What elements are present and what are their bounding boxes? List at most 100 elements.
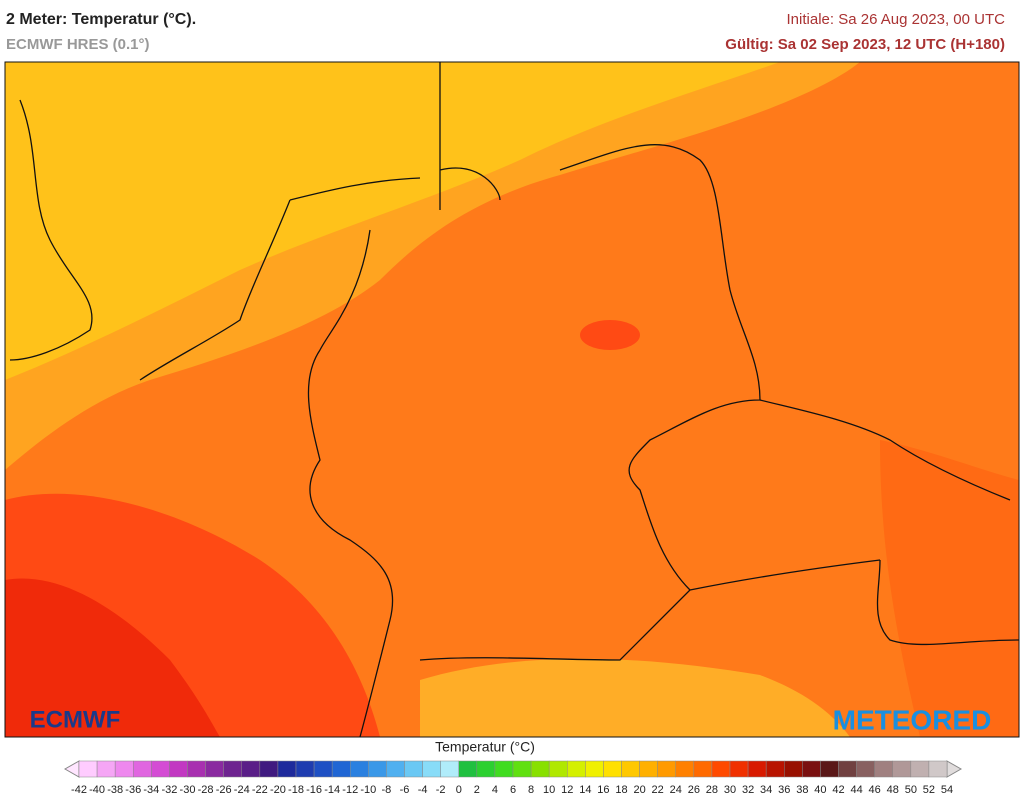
legend-label: 40 xyxy=(814,784,826,796)
legend-swatch xyxy=(765,760,785,778)
legend-label: 38 xyxy=(796,784,808,796)
legend-swatch xyxy=(169,760,188,778)
legend-swatch xyxy=(241,760,261,778)
legend-swatch xyxy=(856,760,875,778)
legend-swatch xyxy=(711,760,731,778)
legend-swatch xyxy=(313,760,333,778)
legend-label: -42 xyxy=(71,784,87,796)
legend-swatch xyxy=(548,760,568,778)
legend-label: -12 xyxy=(342,784,358,796)
legend-label: -36 xyxy=(125,784,141,796)
legend-swatch xyxy=(151,760,170,778)
legend-title: Temperatur (°C) xyxy=(435,739,535,755)
legend-label: 6 xyxy=(510,784,516,796)
legend-swatch xyxy=(621,760,640,778)
legend-swatch xyxy=(530,760,550,778)
title: 2 Meter: Temperatur (°C). xyxy=(6,11,196,28)
legend-swatch xyxy=(187,760,206,778)
legend-arrow-right xyxy=(946,760,963,778)
legend-label: -26 xyxy=(216,784,232,796)
legend-swatch xyxy=(693,760,713,778)
legend-swatch xyxy=(784,760,803,778)
legend-swatch xyxy=(476,760,496,778)
legend-swatch xyxy=(494,760,514,778)
legend-swatch xyxy=(114,760,134,778)
legend-label: 30 xyxy=(724,784,736,796)
legend-label: 54 xyxy=(941,784,953,796)
legend-label: 48 xyxy=(887,784,899,796)
legend-swatch xyxy=(295,760,315,778)
legend-label: 20 xyxy=(633,784,645,796)
legend-label: 18 xyxy=(615,784,627,796)
legend-swatch xyxy=(603,760,622,778)
legend-swatch xyxy=(747,760,767,778)
legend-swatch xyxy=(910,760,930,778)
legend-swatch xyxy=(404,760,423,778)
legend-label: -16 xyxy=(306,784,322,796)
legend-label: 4 xyxy=(492,784,498,796)
legend-swatch xyxy=(386,760,405,778)
legend-label: -30 xyxy=(180,784,196,796)
legend-label: 8 xyxy=(528,784,534,796)
legend-swatch xyxy=(440,760,459,778)
legend-label: 22 xyxy=(652,784,664,796)
legend-label: -38 xyxy=(107,784,123,796)
legend-arrow-left xyxy=(63,760,80,778)
legend-swatch xyxy=(675,760,695,778)
legend-label: -14 xyxy=(324,784,340,796)
legend-label: -10 xyxy=(360,784,376,796)
legend-swatch xyxy=(350,760,369,778)
legend-swatch xyxy=(585,760,604,778)
legend-label: 36 xyxy=(778,784,790,796)
legend-swatch xyxy=(657,760,677,778)
legend-label: 10 xyxy=(543,784,555,796)
legend-label: -28 xyxy=(198,784,214,796)
legend-label: -22 xyxy=(252,784,268,796)
legend-label: 34 xyxy=(760,784,772,796)
valid-time: Gültig: Sa 02 Sep 2023, 12 UTC (H+180) xyxy=(725,36,1005,53)
legend-swatch xyxy=(78,760,98,778)
legend-label: 14 xyxy=(579,784,591,796)
legend: -42 -40 -38 -36 -34 -32 -30 -28 -26 -24 -22 -20 -18-… xyxy=(63,760,963,796)
legend-swatch xyxy=(838,760,857,778)
legend-label: 16 xyxy=(597,784,609,796)
legend-label: 12 xyxy=(561,784,573,796)
legend-swatch xyxy=(133,760,152,778)
legend-label: 46 xyxy=(869,784,881,796)
legend-swatch xyxy=(368,760,387,778)
legend-swatch xyxy=(928,760,948,778)
ecmwf-logo: ECMWF xyxy=(30,706,121,733)
legend-label: -32 xyxy=(161,784,177,796)
legend-label: -2 xyxy=(436,784,446,796)
legend-swatch xyxy=(512,760,532,778)
legend-swatch xyxy=(874,760,894,778)
legend-label: 44 xyxy=(850,784,862,796)
legend-label: 24 xyxy=(670,784,682,796)
legend-swatch xyxy=(892,760,912,778)
legend-label: -20 xyxy=(270,784,286,796)
meteored-logo: METEORED xyxy=(833,704,992,735)
legend-swatch xyxy=(259,760,279,778)
legend-swatch xyxy=(639,760,658,778)
legend-label: -6 xyxy=(400,784,410,796)
initial-time: Initiale: Sa 26 Aug 2023, 00 UTC xyxy=(787,11,1006,28)
legend-swatch xyxy=(458,760,478,778)
legend-swatch xyxy=(205,760,224,778)
legend-label: 52 xyxy=(923,784,935,796)
map xyxy=(4,61,1020,738)
legend-label: -8 xyxy=(382,784,392,796)
legend-swatch xyxy=(96,760,116,778)
legend-label: 0 xyxy=(456,784,462,796)
legend-swatch xyxy=(729,760,749,778)
legend-swatch xyxy=(331,760,351,778)
subtitle: ECMWF HRES (0.1°) xyxy=(6,36,150,53)
legend-label: 2 xyxy=(474,784,480,796)
legend-label: 26 xyxy=(688,784,700,796)
legend-label: -4 xyxy=(418,784,428,796)
legend-swatch xyxy=(802,760,821,778)
legend-label: -18 xyxy=(288,784,304,796)
legend-swatch xyxy=(567,760,586,778)
legend-label: 50 xyxy=(905,784,917,796)
legend-label: 42 xyxy=(832,784,844,796)
